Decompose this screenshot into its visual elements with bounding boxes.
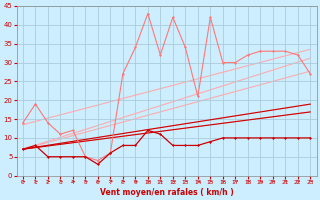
X-axis label: Vent moyen/en rafales ( km/h ): Vent moyen/en rafales ( km/h ) xyxy=(100,188,234,197)
